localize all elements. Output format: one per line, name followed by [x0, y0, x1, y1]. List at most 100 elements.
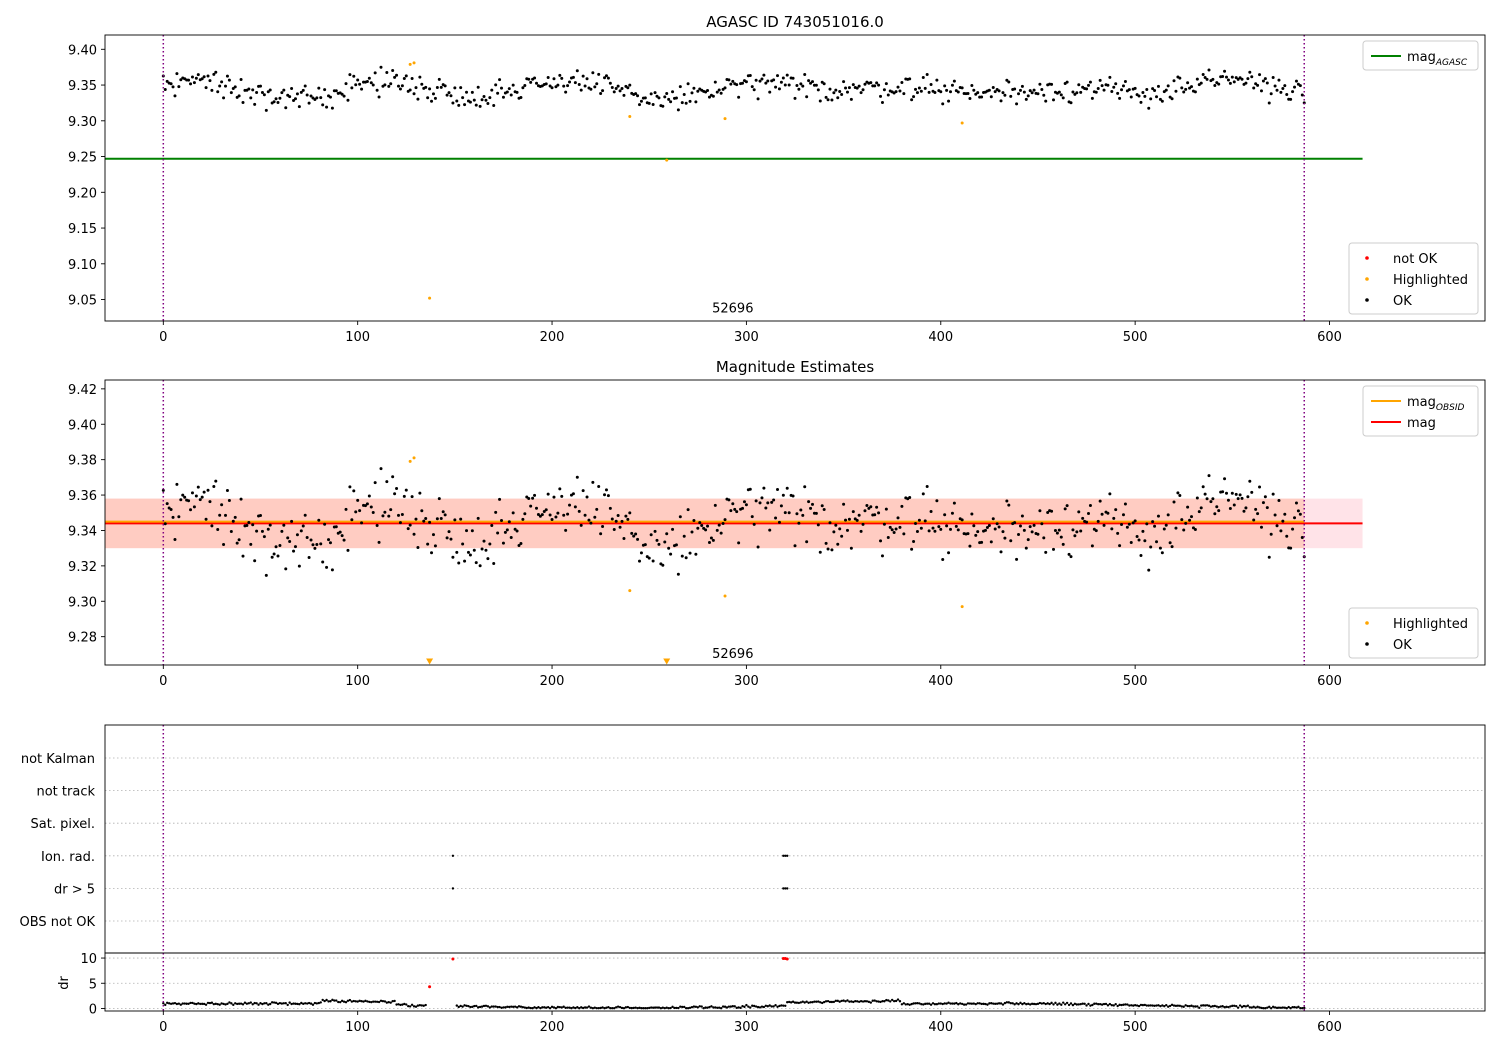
data-point	[745, 1003, 748, 1007]
data-point	[591, 480, 595, 484]
data-point	[327, 1000, 330, 1003]
data-point	[791, 76, 795, 80]
data-point	[959, 1002, 962, 1005]
x-tick-label: 300	[734, 1020, 759, 1035]
data-point	[1030, 530, 1034, 534]
data-point	[1180, 1005, 1183, 1008]
data-point	[702, 1007, 705, 1010]
data-point	[754, 1005, 758, 1008]
data-point	[1009, 94, 1013, 98]
data-point	[1166, 84, 1170, 88]
data-point	[900, 1003, 904, 1006]
data-point	[210, 1001, 214, 1004]
data-point	[803, 485, 807, 489]
data-point	[1086, 512, 1090, 516]
data-point	[396, 513, 400, 517]
data-point	[206, 488, 210, 492]
data-point	[651, 1006, 655, 1009]
data-point	[179, 1003, 183, 1006]
data-point	[749, 1006, 752, 1009]
y-tick-label: 0	[89, 1002, 97, 1017]
data-point	[1211, 1005, 1215, 1008]
data-point	[719, 91, 723, 95]
data-point	[896, 85, 900, 89]
data-point	[476, 85, 480, 89]
data-point	[216, 527, 220, 531]
data-point	[503, 530, 507, 534]
data-point	[707, 541, 711, 545]
data-point	[509, 536, 513, 540]
data-point	[164, 1003, 167, 1007]
data-point	[402, 76, 406, 80]
data-point	[195, 1002, 198, 1006]
data-point	[369, 81, 373, 85]
data-point	[356, 1000, 359, 1003]
data-point	[1011, 1002, 1014, 1005]
data-point	[1182, 90, 1186, 94]
data-point	[546, 492, 550, 496]
data-point	[1294, 79, 1298, 83]
data-point	[1128, 1004, 1131, 1007]
data-point	[486, 557, 490, 561]
data-point	[527, 77, 531, 81]
data-point	[1176, 1004, 1180, 1007]
data-point	[900, 504, 904, 508]
data-point	[323, 88, 327, 92]
data-point	[828, 87, 832, 91]
data-point	[943, 513, 947, 517]
data-point	[295, 533, 299, 537]
data-point	[505, 528, 509, 532]
data-point	[482, 95, 486, 99]
data-point	[677, 1006, 680, 1010]
data-point	[360, 1000, 363, 1003]
data-point	[591, 71, 595, 75]
data-point	[729, 509, 733, 513]
data-point	[1261, 501, 1265, 505]
data-point	[206, 74, 210, 78]
data-point	[558, 73, 562, 77]
data-point	[665, 532, 669, 536]
data-point	[480, 98, 484, 102]
data-point	[1085, 87, 1089, 91]
data-point	[1017, 532, 1021, 536]
data-point	[968, 544, 972, 548]
data-point	[247, 87, 251, 91]
data-point	[515, 1006, 519, 1009]
data-point	[754, 499, 758, 503]
data-point	[245, 1002, 249, 1005]
data-point	[424, 1003, 427, 1007]
data-point	[813, 1000, 816, 1003]
data-point	[877, 1000, 880, 1003]
data-point	[1081, 516, 1085, 520]
data-point	[679, 1005, 682, 1008]
data-point	[241, 1003, 245, 1006]
data-point	[1007, 80, 1011, 84]
data-point	[756, 1005, 760, 1009]
data-point	[892, 999, 896, 1003]
data-point	[1205, 497, 1209, 501]
data-point	[1289, 546, 1293, 550]
data-point	[534, 81, 538, 85]
data-point	[1271, 76, 1275, 80]
data-point	[1285, 1007, 1288, 1010]
data-point	[1020, 514, 1024, 518]
data-point	[943, 84, 947, 88]
data-point	[171, 515, 175, 519]
data-point	[1073, 1002, 1077, 1006]
data-point	[449, 537, 453, 541]
data-point	[1190, 85, 1194, 89]
data-point	[1246, 495, 1250, 499]
series-ok	[161, 65, 1306, 112]
legend-label: Highlighted	[1393, 617, 1468, 632]
data-point	[968, 97, 972, 101]
data-point	[1090, 96, 1094, 100]
data-point	[1158, 97, 1162, 101]
data-point	[472, 98, 476, 102]
data-point	[917, 86, 921, 90]
data-point	[1050, 1001, 1053, 1005]
data-point	[1149, 1004, 1152, 1007]
data-point	[929, 509, 933, 513]
data-point	[1164, 523, 1168, 527]
data-point	[844, 1000, 847, 1003]
data-point	[1298, 84, 1302, 88]
